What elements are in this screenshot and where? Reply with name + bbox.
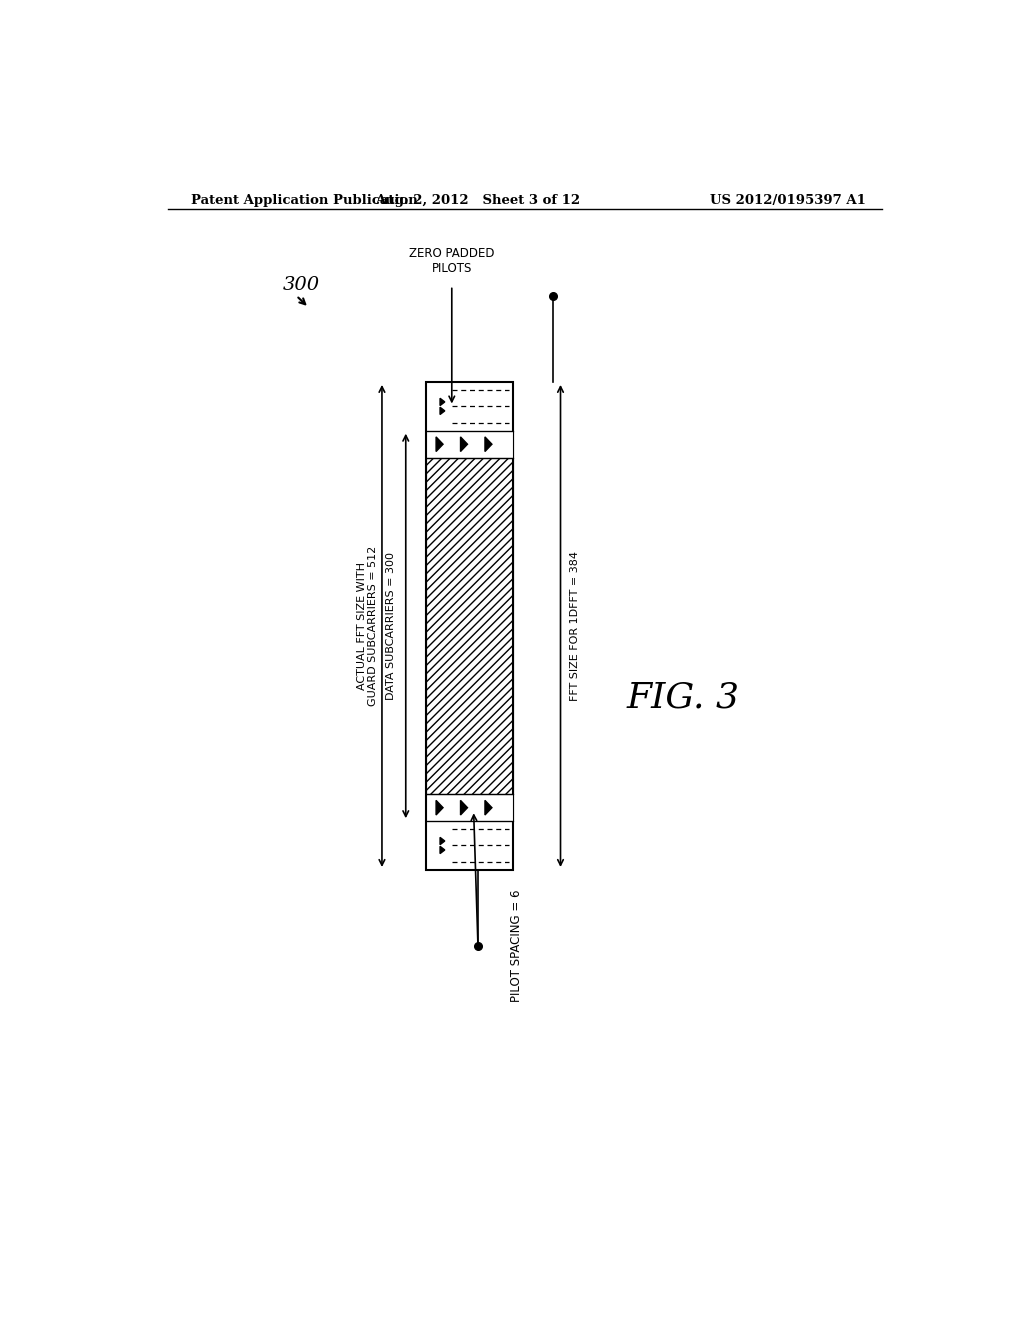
- Bar: [426, 430, 513, 458]
- Text: PILOT SPACING = 6: PILOT SPACING = 6: [510, 890, 522, 1002]
- Bar: [426, 795, 513, 821]
- Polygon shape: [440, 399, 444, 405]
- Text: FIG. 3: FIG. 3: [627, 680, 740, 714]
- Text: FFT SIZE FOR 1DFFT = 384: FFT SIZE FOR 1DFFT = 384: [569, 550, 580, 701]
- Polygon shape: [461, 800, 468, 814]
- Bar: [426, 458, 513, 795]
- Polygon shape: [440, 846, 444, 854]
- Polygon shape: [440, 407, 444, 414]
- Text: DATA SUBCARRIERS = 300: DATA SUBCARRIERS = 300: [386, 552, 396, 700]
- Polygon shape: [461, 437, 468, 451]
- Text: ACTUAL FFT SIZE WITH
GUARD SUBCARRIERS = 512: ACTUAL FFT SIZE WITH GUARD SUBCARRIERS =…: [357, 545, 379, 706]
- Polygon shape: [436, 800, 443, 814]
- Bar: [426, 381, 513, 870]
- Text: Patent Application Publication: Patent Application Publication: [191, 194, 418, 207]
- Text: 300: 300: [283, 276, 319, 294]
- Text: ZERO PADDED
PILOTS: ZERO PADDED PILOTS: [409, 247, 495, 276]
- Polygon shape: [436, 437, 443, 451]
- Polygon shape: [485, 800, 492, 814]
- Polygon shape: [485, 437, 492, 451]
- Text: Aug. 2, 2012   Sheet 3 of 12: Aug. 2, 2012 Sheet 3 of 12: [375, 194, 580, 207]
- Text: US 2012/0195397 A1: US 2012/0195397 A1: [711, 194, 866, 207]
- Polygon shape: [440, 837, 444, 845]
